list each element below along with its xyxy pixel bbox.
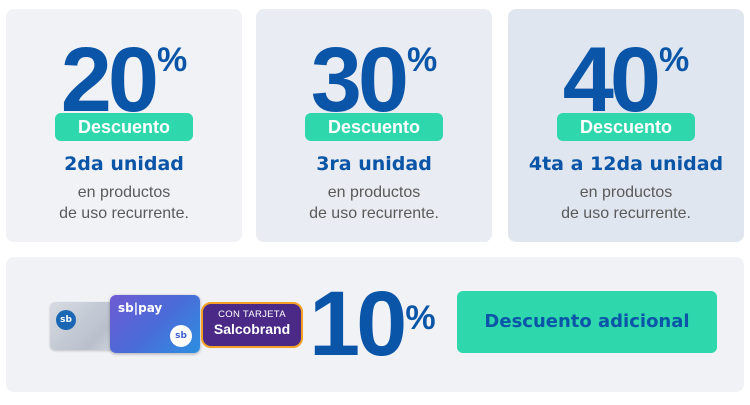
percent-sign: % bbox=[157, 41, 188, 79]
discount-badge: Descuento bbox=[305, 113, 443, 141]
con-tarjeta-badge: CON TARJETA Salcobrand bbox=[201, 302, 303, 348]
offer-description: en productos de uso recurrente. bbox=[6, 182, 242, 224]
sb-logo-icon: sb bbox=[56, 310, 76, 330]
offer-description: en productos de uso recurrente. bbox=[508, 182, 744, 224]
unit-label: 3ra unidad bbox=[316, 153, 432, 175]
description-line-1: en productos bbox=[327, 184, 421, 201]
sbpay-brand: sb|pay bbox=[118, 301, 163, 315]
offer-description: en productos de uso recurrente. bbox=[256, 182, 492, 224]
sb-logo-icon: sb bbox=[170, 325, 192, 347]
discount-number: 30 bbox=[310, 29, 409, 131]
discount-badge: Descuento bbox=[557, 113, 695, 141]
percent-sign: % bbox=[407, 41, 438, 79]
description-line-1: en productos bbox=[579, 184, 673, 201]
percent-sign: % bbox=[659, 41, 690, 79]
unit-label: 2da unidad bbox=[64, 153, 184, 175]
discount-badge: Descuento bbox=[55, 113, 193, 141]
description-line-2: de uso recurrente. bbox=[59, 205, 189, 222]
discount-value: 30 % bbox=[256, 29, 492, 131]
offer-card-4ta-a-12da-unidad: 40 % Descuento 4ta a 12da unidad en prod… bbox=[508, 9, 744, 242]
descuento-adicional-label: Descuento adicional bbox=[457, 291, 717, 353]
description-line-1: en productos bbox=[77, 184, 171, 201]
discount-number: 20 bbox=[60, 29, 159, 131]
tarjeta-line-2: Salcobrand bbox=[213, 321, 291, 337]
discount-number: 40 bbox=[562, 29, 661, 131]
discount-number: 10 bbox=[309, 273, 407, 375]
discount-value: 40 % bbox=[508, 29, 744, 131]
sbpay-card-image: sb|pay sb bbox=[110, 295, 200, 353]
offer-card-2da-unidad: 20 % Descuento 2da unidad en productos d… bbox=[6, 9, 242, 242]
unit-label: 4ta a 12da unidad bbox=[528, 153, 724, 175]
description-line-2: de uso recurrente. bbox=[561, 205, 691, 222]
additional-discount-banner: sb sb|pay sb CON TARJETA Salcobrand 10 %… bbox=[6, 257, 744, 392]
tarjeta-line-1: CON TARJETA bbox=[218, 309, 286, 320]
offer-card-3ra-unidad: 30 % Descuento 3ra unidad en productos d… bbox=[256, 9, 492, 242]
description-line-2: de uso recurrente. bbox=[309, 205, 439, 222]
discount-value: 20 % bbox=[6, 29, 242, 131]
percent-sign: % bbox=[405, 299, 436, 337]
additional-discount-value: 10 % bbox=[309, 273, 436, 375]
